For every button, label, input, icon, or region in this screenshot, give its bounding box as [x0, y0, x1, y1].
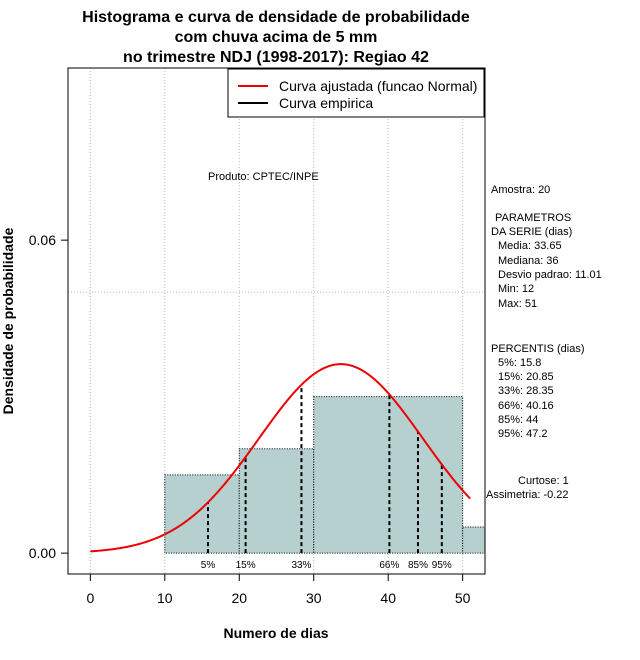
desvio-label: Desvio padrao: 11.01	[498, 269, 602, 281]
p15-label: 15%: 20.85	[498, 371, 554, 383]
percentile-lines: 5% 15% 33% 66% 85% 95%	[201, 384, 452, 571]
legend-label-empirical: Curva empirica	[279, 95, 373, 111]
histogram-bar-1	[164, 474, 240, 554]
histogram-bars	[164, 396, 486, 554]
media-label: Media: 33.65	[498, 240, 562, 252]
p95-label: 95%: 47.2	[498, 428, 548, 440]
param-title-1: PARAMETROS	[495, 212, 571, 224]
y-tick-label-1: 0.06	[29, 232, 56, 248]
legend: Curva ajustada (funcao Normal) Curva emp…	[227, 68, 485, 118]
x-tick-label-20: 20	[231, 590, 247, 606]
grid-lines	[68, 68, 485, 574]
chart-title-line-1: Histograma e curva de densidade de proba…	[82, 9, 470, 26]
amostra-label: Amostra: 20	[491, 184, 550, 196]
p33-label: 33%: 28.35	[498, 385, 554, 397]
x-tick-label-40: 40	[380, 590, 396, 606]
p66-label: 66%: 40.16	[498, 400, 554, 412]
assimetria-label: Assimetria: -0.22	[486, 489, 569, 501]
percentile-label-85pct: 85%	[408, 560, 428, 571]
x-tick-label-0: 0	[86, 590, 94, 606]
mediana-label: Mediana: 36	[498, 255, 559, 267]
x-tick-label-50: 50	[455, 590, 471, 606]
histogram-bar-3	[313, 396, 464, 554]
percentile-label-95pct: 95%	[432, 560, 452, 571]
x-axis: 0 10 20 30 40 50	[86, 573, 471, 606]
y-tick-label-0: 0.00	[29, 545, 56, 561]
percentis-title: PERCENTIS (dias)	[491, 343, 585, 355]
y-axis-label: Densidade de probabilidade	[0, 227, 16, 414]
normal-curve-group	[90, 363, 471, 553]
min-label: Min: 12	[498, 283, 534, 295]
max-label: Max: 51	[498, 298, 537, 310]
chart-title-line-3: no trimestre NDJ (1998-2017): Regiao 42	[123, 49, 429, 66]
normal-fit-curve	[90, 363, 471, 553]
percentile-label-15pct: 15%	[236, 560, 256, 571]
histogram-bar-2	[238, 448, 315, 554]
p5-label: 5%: 15.8	[498, 357, 541, 369]
x-tick-label-10: 10	[157, 590, 173, 606]
param-title-2: DA SERIE (dias)	[491, 226, 572, 238]
x-axis-label: Numero de dias	[223, 625, 328, 641]
legend-box	[227, 68, 485, 118]
y-axis: 0.00 0.06	[29, 232, 69, 561]
produto-label: Produto: CPTEC/INPE	[208, 171, 319, 183]
percentile-label-5pct: 5%	[201, 560, 216, 571]
chart-title-line-2: com chuva acima de 5 mm	[175, 29, 378, 46]
curtose-label: Curtose: 1	[518, 475, 569, 487]
histogram-bar-4	[462, 526, 486, 554]
x-tick-label-30: 30	[306, 590, 322, 606]
percentile-label-33pct: 33%	[291, 560, 311, 571]
legend-label-fitted: Curva ajustada (funcao Normal)	[279, 78, 477, 94]
percentile-label-66pct: 66%	[379, 560, 399, 571]
p85-label: 85%: 44	[498, 414, 538, 426]
